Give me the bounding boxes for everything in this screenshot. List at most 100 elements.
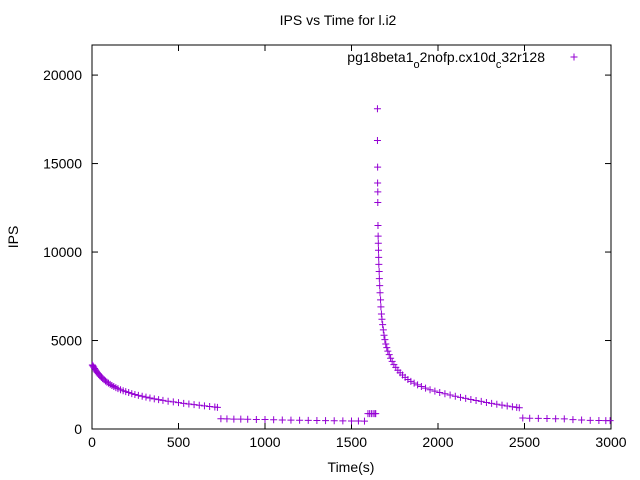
data-point [436,389,444,397]
data-point [569,416,577,424]
data-point [374,198,382,206]
data-point [381,336,389,344]
data-point [515,404,523,412]
x-tick-label: 2500 [509,434,540,450]
x-tick-label: 0 [88,434,96,450]
data-point [472,397,480,405]
data-point [446,391,454,399]
legend-text-part: pg18beta1 [347,49,413,65]
data-point [606,417,614,425]
legend-marker [570,53,578,61]
data-point [296,416,304,424]
data-point [451,392,459,400]
data-point [374,221,382,229]
data-point [378,315,386,323]
data-point [477,397,485,405]
data-point [498,401,506,409]
data-point [348,417,355,425]
legend-subscript: c [496,59,502,71]
data-point [330,417,338,425]
data-point [456,393,464,401]
data-point [586,416,594,424]
chart-title: IPS vs Time for l.i2 [280,12,397,28]
data-point [217,415,225,423]
data-point [200,402,208,410]
data-point [380,331,388,339]
data-point [180,399,188,407]
data-point [125,389,133,397]
data-point [426,386,434,394]
x-tick-label: 1000 [249,434,280,450]
data-point [488,399,496,407]
legend-entry-label: pg18beta1o2nofp.cx10dc32r128 [347,49,545,71]
data-point [387,354,395,362]
y-tick-label: 15000 [43,156,82,172]
data-point [383,344,391,352]
data-point [382,340,390,348]
data-point [372,410,380,418]
legend-text-part: 32r128 [501,49,545,65]
data-point [374,246,382,254]
data-point [482,398,490,406]
data-point [175,399,182,407]
y-tick-label: 10000 [43,244,82,260]
data-point [213,403,221,411]
data-point [230,415,238,423]
data-point [252,415,260,423]
x-axis-ticks: 0 500 1000 1500 2000 2500 3000 [88,45,627,450]
data-point [375,253,383,261]
data-point [278,416,286,424]
data-point [287,416,295,424]
legend-subscript: o [413,59,419,71]
data-point [462,394,470,402]
data-point [379,326,387,334]
data-point [534,414,542,422]
y-tick-label: 20000 [43,67,82,83]
x-tick-label: 1500 [336,434,367,450]
data-point [376,289,384,297]
data-point [374,232,382,240]
data-point [414,381,422,389]
data-point [206,403,214,411]
legend-text-part: 2nofp.cx10d [420,49,496,65]
data-point [190,401,198,409]
data-point [441,390,449,398]
data-point [237,415,245,423]
data-point [595,417,603,425]
data-point [270,416,278,424]
data-point [304,416,312,424]
data-point [261,416,269,424]
data-point [377,310,385,318]
data-point [374,179,382,187]
data-point [503,402,511,410]
legend-marker-symbol [570,53,578,61]
data-point [134,391,142,399]
data-point [552,415,560,423]
y-axis-label: IPS [5,226,21,249]
data-point [417,383,425,391]
data-point [467,395,475,403]
data-point [377,296,385,304]
y-tick-label: 0 [74,421,82,437]
data-point [379,321,387,329]
data-point [131,390,139,398]
data-point [375,260,383,268]
data-point [388,357,396,365]
data-point [128,390,136,398]
data-point [164,397,172,405]
data-point [493,400,501,408]
data-point [431,387,439,395]
y-axis-ticks: 0 5000 10000 15000 20000 [43,67,611,437]
data-point [106,380,114,388]
data-point [185,400,193,408]
data-point [313,417,321,425]
data-point [374,239,382,247]
data-point [122,388,130,396]
data-point [150,395,158,403]
data-point [159,396,167,404]
data-point [508,403,516,411]
data-point [339,417,347,425]
data-point [360,417,368,425]
plot-border [91,44,612,430]
